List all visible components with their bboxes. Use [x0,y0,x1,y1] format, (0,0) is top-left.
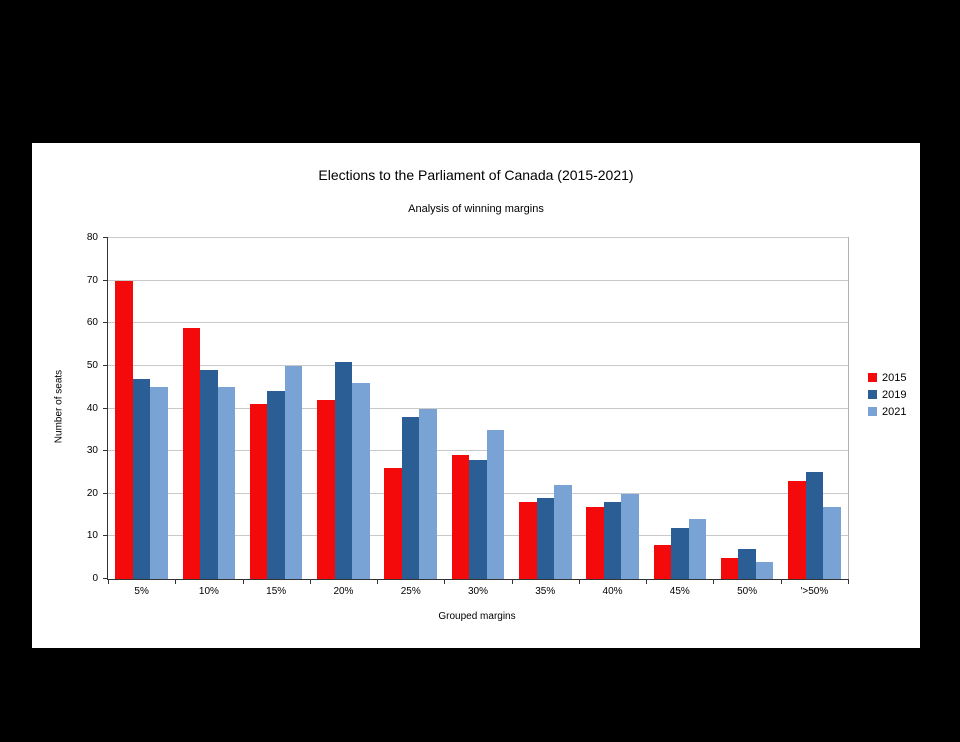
y-tick-label: 10 [86,530,98,542]
legend-item-2019: 2019 [868,386,906,403]
bar-2015-5% [115,280,133,579]
x-axis-title: Grouped margins [438,611,516,622]
y-tick-label: 70 [86,274,98,286]
bar-2019-50% [738,549,756,579]
y-axis-tick [103,322,108,324]
y-axis-tick [103,364,108,366]
bar-2019-40% [603,502,622,579]
chart-subtitle: Analysis of winning margins [408,203,544,215]
bar-2021-50% [755,561,774,579]
x-tick-label: 25% [400,586,421,597]
y-axis-tick [103,279,108,281]
x-axis-tick [780,579,782,584]
y-tick-label: 60 [86,317,98,329]
gridline [108,364,848,366]
gridline [108,322,848,324]
legend-item-2015: 2015 [868,369,906,386]
x-tick-label: 35% [535,586,556,597]
y-axis-tick [103,535,108,537]
bar-2019-15% [267,391,285,579]
y-tick-label: 30 [86,445,98,457]
bar-2021-35% [554,485,572,579]
legend-item-2021: 2021 [868,403,906,420]
legend-label-2021: 2021 [882,405,907,418]
legend: 2015 2019 2021 [868,369,906,420]
gridline [108,279,848,281]
bar-2015-'>50% [788,480,806,579]
bar-2021-'>50% [823,506,841,579]
gridline [108,407,848,409]
y-tick-label: 50 [86,359,98,371]
y-axis-tick [103,407,108,409]
x-axis-tick [848,579,849,584]
bar-2021-15% [284,365,303,579]
x-tick-label: 40% [602,586,623,597]
bar-2019-35% [536,498,555,579]
x-tick-label: 10% [198,586,219,597]
bar-2019-20% [334,361,353,579]
x-axis-tick [108,579,109,584]
y-axis-title: Number of seats [53,369,65,444]
bar-2015-10% [182,327,201,579]
y-tick-label: 20 [86,487,98,499]
legend-swatch-2021 [868,407,877,416]
bar-2019-45% [671,527,689,579]
bar-2021-25% [419,408,437,579]
bar-2021-20% [352,382,370,579]
bar-2015-40% [586,506,604,579]
legend-swatch-2015 [868,373,877,382]
x-axis-tick [309,579,311,584]
gridline [108,237,848,238]
bar-2015-25% [384,468,402,579]
y-axis-tick [103,492,108,494]
bar-2015-45% [653,544,672,579]
bar-2019-'>50% [805,472,824,579]
x-axis-tick [713,579,715,584]
bar-2019-5% [132,378,151,579]
x-axis-tick [242,579,244,584]
y-tick-label: 0 [92,573,98,584]
plot-area: 0 10 20 30 40 50 60 70 80 5% 10% 15% 20% 25% 30% 35% 40%… [87,232,849,597]
x-axis-tick [646,579,648,584]
y-tick-label: 40 [86,402,98,414]
x-axis-tick [377,579,379,584]
gridline [108,450,848,452]
bar-2021-45% [688,519,707,579]
bar-2019-25% [401,417,420,579]
x-tick-label: 30% [467,586,488,597]
bar-2019-10% [200,370,218,579]
bar-2021-10% [217,387,236,579]
bar-2015-15% [249,404,268,579]
bar-2015-35% [519,502,537,579]
x-tick-label: 5% [134,586,149,597]
x-axis-tick [444,579,446,584]
legend-label-2015: 2015 [882,371,907,384]
x-axis-tick [175,579,177,584]
x-tick-label: '>50% [800,586,829,597]
x-axis-tick [578,579,580,584]
y-axis-tick [103,578,108,579]
bar-2015-30% [451,455,470,579]
y-axis-tick [103,237,108,238]
x-tick-label: 50% [737,586,758,597]
y-axis-tick [103,450,108,452]
bar-2021-5% [150,387,168,579]
y-tick-label: 80 [86,232,98,243]
x-tick-label: 20% [333,586,354,597]
bar-2019-30% [469,459,487,579]
bar-2021-30% [486,429,505,579]
x-tick-label: 15% [266,586,287,597]
legend-swatch-2019 [868,390,877,399]
bar-2015-20% [317,399,335,579]
bar-2021-40% [621,493,639,579]
legend-label-2019: 2019 [882,388,907,401]
chart-title: Elections to the Parliament of Canada (2… [318,167,634,183]
chart-panel: Elections to the Parliament of Canada (2… [32,143,920,648]
x-tick-label: 45% [669,586,690,597]
bar-2015-50% [720,557,739,579]
x-axis-tick [511,579,513,584]
